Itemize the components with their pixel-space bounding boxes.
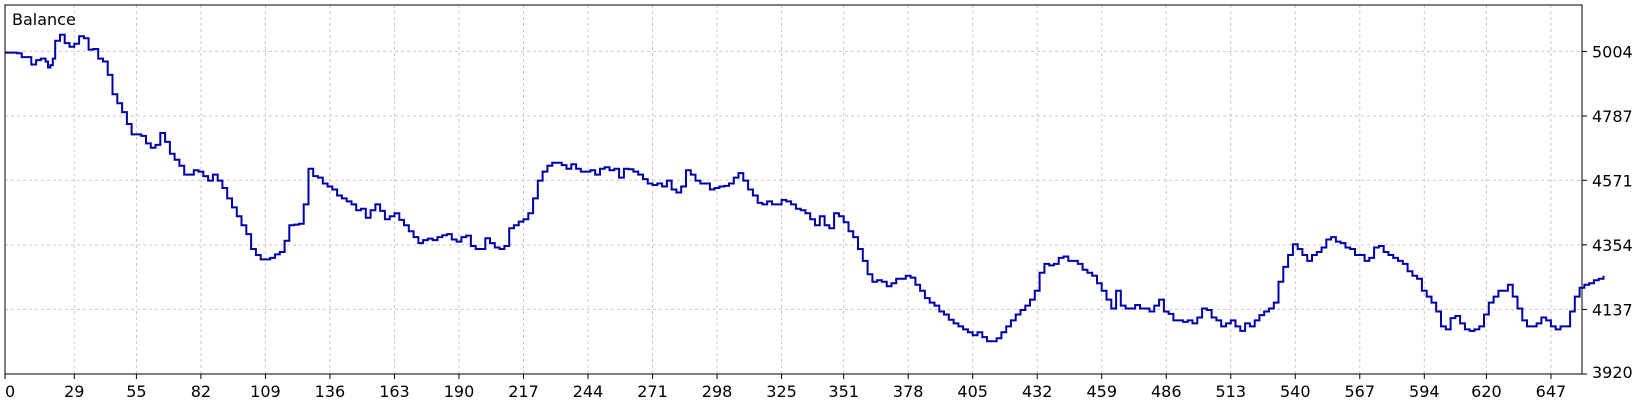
x-tick-label: 163 bbox=[379, 382, 410, 400]
x-tick-label: 620 bbox=[1471, 382, 1502, 400]
x-axis-ticks: 0 29 55 82 109 136 163 190 217 244 271 298 325 351 378… bbox=[4, 374, 1567, 400]
x-tick-label: 136 bbox=[315, 382, 346, 400]
y-tick-label: 4571 bbox=[1592, 171, 1633, 190]
x-tick-label: 378 bbox=[893, 382, 924, 400]
x-tick-label: 486 bbox=[1151, 382, 1182, 400]
x-tick-label: 325 bbox=[766, 382, 797, 400]
x-tick-label: 109 bbox=[250, 382, 281, 400]
x-tick-label: 540 bbox=[1280, 382, 1311, 400]
x-tick-label: 244 bbox=[573, 382, 604, 400]
x-tick-label: 567 bbox=[1345, 382, 1376, 400]
grid-lines bbox=[5, 5, 1582, 374]
x-tick-label: 432 bbox=[1022, 382, 1053, 400]
plot-frame bbox=[4, 4, 1583, 375]
x-tick-label: 55 bbox=[126, 382, 146, 400]
x-tick-label: 0 bbox=[5, 382, 15, 400]
y-axis-ticks: 3920 4137 4354 4571 4787 5004 bbox=[1582, 42, 1633, 382]
balance-line bbox=[5, 33, 1605, 343]
x-tick-label: 29 bbox=[64, 382, 84, 400]
chart-title: Balance bbox=[12, 10, 76, 29]
y-tick-label: 4137 bbox=[1592, 300, 1633, 319]
x-tick-label: 271 bbox=[637, 382, 668, 400]
x-tick-label: 647 bbox=[1536, 382, 1567, 400]
y-tick-label: 5004 bbox=[1592, 42, 1633, 61]
y-tick-label: 4354 bbox=[1592, 236, 1633, 255]
x-tick-label: 405 bbox=[957, 382, 988, 400]
x-tick-label: 190 bbox=[444, 382, 475, 400]
y-tick-label: 3920 bbox=[1592, 363, 1633, 382]
x-tick-label: 351 bbox=[828, 382, 859, 400]
x-tick-label: 298 bbox=[702, 382, 733, 400]
x-tick-label: 459 bbox=[1086, 382, 1117, 400]
x-tick-label: 513 bbox=[1215, 382, 1246, 400]
x-tick-label: 82 bbox=[191, 382, 211, 400]
x-tick-label: 217 bbox=[508, 382, 539, 400]
y-tick-label: 4787 bbox=[1592, 107, 1633, 126]
x-tick-label: 594 bbox=[1409, 382, 1440, 400]
